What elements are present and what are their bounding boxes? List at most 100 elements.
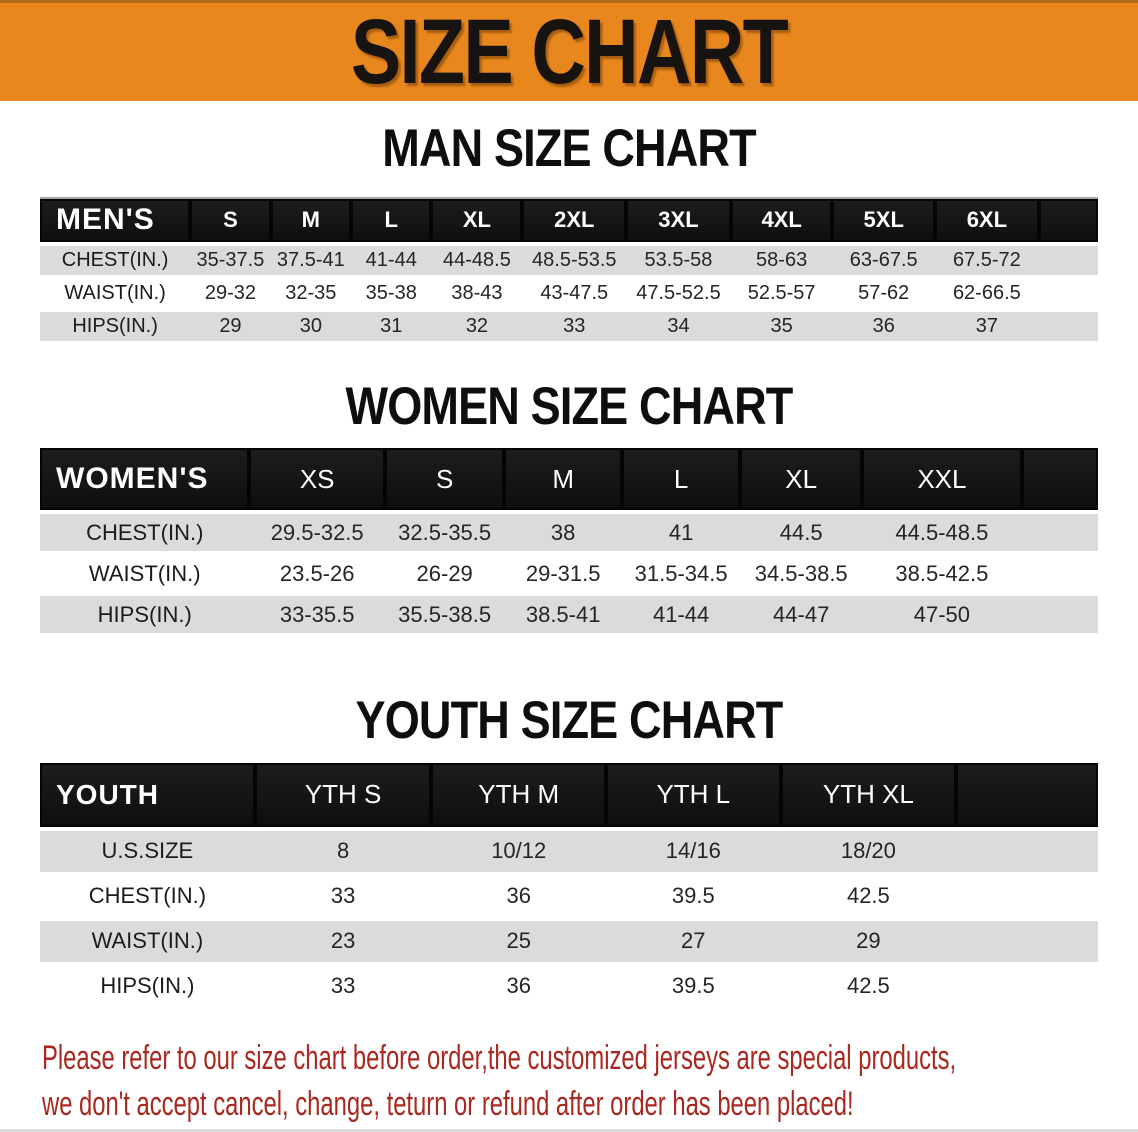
column-header: YTH M bbox=[431, 762, 606, 831]
table-row: HIPS(IN.) 29 30 31 32 33 34 35 36 37 bbox=[40, 311, 1098, 345]
row-label: WAIST(IN.) bbox=[40, 278, 191, 312]
table-row: WAIST(IN.) 23.5-26 26-29 29-31.5 31.5-34… bbox=[40, 555, 1098, 597]
size-cell: 44-48.5 bbox=[431, 245, 523, 279]
size-cell: 38.5-42.5 bbox=[862, 555, 1022, 597]
column-header: L bbox=[351, 198, 432, 246]
column-header: 6XL bbox=[935, 198, 1039, 246]
disclaimer-line-1: Please refer to our size chart before or… bbox=[42, 1038, 957, 1077]
womens-table-title: WOMEN'S bbox=[40, 448, 250, 515]
size-cell: 52.5-57 bbox=[730, 278, 833, 312]
column-header: YTH XL bbox=[780, 762, 957, 831]
size-cell-filler bbox=[1021, 555, 1098, 597]
size-cell-filler bbox=[956, 920, 1098, 966]
size-cell: 62-66.5 bbox=[935, 278, 1039, 312]
size-cell: 44.5-48.5 bbox=[862, 514, 1022, 556]
size-cell: 42.5 bbox=[780, 875, 957, 921]
column-header: YTH S bbox=[254, 762, 432, 831]
size-cell: 31.5-34.5 bbox=[621, 555, 741, 597]
table-row: HIPS(IN.) 33 36 39.5 42.5 bbox=[40, 965, 1098, 1011]
row-label: CHEST(IN.) bbox=[40, 875, 255, 921]
youth-table-wrapper: YOUTH YTH S YTH M YTH L YTH XL U.S.SIZE … bbox=[0, 762, 1138, 1011]
size-cell: 38 bbox=[504, 514, 622, 556]
size-cell: 44-47 bbox=[740, 596, 863, 638]
table-row: CHEST(IN.) 29.5-32.5 32.5-35.5 38 41 44.… bbox=[40, 514, 1098, 556]
row-label: WAIST(IN.) bbox=[40, 920, 255, 966]
mens-header-row: MEN'S S M L XL 2XL 3XL 4XL 5XL 6XL bbox=[40, 198, 1098, 246]
size-cell-filler bbox=[956, 830, 1098, 876]
size-cell: 27 bbox=[606, 920, 781, 966]
size-cell: 38-43 bbox=[431, 278, 523, 312]
size-cell: 35 bbox=[730, 311, 833, 345]
size-cell: 43-47.5 bbox=[522, 278, 627, 312]
bottom-edge-line bbox=[0, 1129, 1138, 1132]
size-cell-filler bbox=[956, 965, 1098, 1011]
column-header: YTH L bbox=[606, 762, 781, 831]
mens-table-wrapper: MEN'S S M L XL 2XL 3XL 4XL 5XL 6XL CHEST… bbox=[0, 196, 1138, 345]
size-cell: 39.5 bbox=[606, 965, 781, 1011]
size-cell: 29.5-32.5 bbox=[249, 514, 385, 556]
column-header: XS bbox=[249, 448, 385, 515]
womens-size-table: WOMEN'S XS S M L XL XXL CHEST(IN.) 29.5-… bbox=[40, 448, 1098, 638]
size-cell: 63-67.5 bbox=[832, 245, 936, 279]
size-cell: 41 bbox=[621, 514, 741, 556]
size-cell-filler bbox=[1021, 514, 1098, 556]
order-disclaimer: Please refer to our size chart before or… bbox=[0, 1035, 1138, 1127]
row-label: HIPS(IN.) bbox=[40, 596, 250, 638]
column-header: M bbox=[270, 198, 352, 246]
youth-size-table: YOUTH YTH S YTH M YTH L YTH XL U.S.SIZE … bbox=[40, 762, 1098, 1011]
size-cell: 35.5-38.5 bbox=[384, 596, 505, 638]
column-header: XXL bbox=[862, 448, 1022, 515]
size-cell: 37.5-41 bbox=[270, 245, 352, 279]
column-header: 3XL bbox=[626, 198, 731, 246]
column-filler bbox=[956, 762, 1098, 831]
size-cell: 58-63 bbox=[730, 245, 833, 279]
size-cell: 31 bbox=[351, 311, 432, 345]
size-chart-banner: SIZE CHART bbox=[0, 0, 1138, 101]
youth-section-heading: YOUTH SIZE CHART bbox=[355, 691, 784, 751]
size-cell-filler bbox=[1021, 596, 1098, 638]
size-cell: 30 bbox=[270, 311, 352, 345]
size-cell: 38.5-41 bbox=[504, 596, 622, 638]
table-row: CHEST(IN.) 33 36 39.5 42.5 bbox=[40, 875, 1098, 921]
row-label: CHEST(IN.) bbox=[40, 514, 250, 556]
size-cell: 33 bbox=[254, 875, 432, 921]
size-cell: 41-44 bbox=[621, 596, 741, 638]
size-cell: 32-35 bbox=[270, 278, 352, 312]
row-label: U.S.SIZE bbox=[40, 830, 255, 876]
size-cell-filler bbox=[1038, 311, 1098, 345]
size-cell: 25 bbox=[431, 920, 606, 966]
size-cell: 33 bbox=[254, 965, 432, 1011]
size-cell: 48.5-53.5 bbox=[522, 245, 627, 279]
column-header: 4XL bbox=[730, 198, 833, 246]
row-label: HIPS(IN.) bbox=[40, 965, 255, 1011]
man-section-heading: MAN SIZE CHART bbox=[382, 119, 756, 178]
size-cell: 34 bbox=[626, 311, 731, 345]
size-cell: 41-44 bbox=[351, 245, 432, 279]
size-cell: 67.5-72 bbox=[935, 245, 1039, 279]
size-cell: 36 bbox=[431, 965, 606, 1011]
size-cell: 44.5 bbox=[740, 514, 863, 556]
table-row: CHEST(IN.) 35-37.5 37.5-41 41-44 44-48.5… bbox=[40, 245, 1098, 279]
column-header: XL bbox=[740, 448, 863, 515]
row-label: HIPS(IN.) bbox=[40, 311, 191, 345]
column-header: L bbox=[621, 448, 741, 515]
size-cell: 42.5 bbox=[780, 965, 957, 1011]
youth-header-row: YOUTH YTH S YTH M YTH L YTH XL bbox=[40, 762, 1098, 831]
womens-header-row: WOMEN'S XS S M L XL XXL bbox=[40, 448, 1098, 515]
size-cell: 47.5-52.5 bbox=[626, 278, 731, 312]
row-label: CHEST(IN.) bbox=[40, 245, 191, 279]
column-filler bbox=[1021, 448, 1098, 515]
size-cell: 29 bbox=[780, 920, 957, 966]
table-row: WAIST(IN.) 29-32 32-35 35-38 38-43 43-47… bbox=[40, 278, 1098, 312]
size-cell: 47-50 bbox=[862, 596, 1022, 638]
size-cell: 36 bbox=[832, 311, 936, 345]
size-cell: 23 bbox=[254, 920, 432, 966]
size-cell: 53.5-58 bbox=[626, 245, 731, 279]
table-row: WAIST(IN.) 23 25 27 29 bbox=[40, 920, 1098, 966]
size-cell: 14/16 bbox=[606, 830, 781, 876]
size-cell: 29 bbox=[190, 311, 271, 345]
size-cell: 57-62 bbox=[832, 278, 936, 312]
size-cell-filler bbox=[1038, 245, 1098, 279]
size-cell: 32 bbox=[431, 311, 523, 345]
size-cell: 37 bbox=[935, 311, 1039, 345]
